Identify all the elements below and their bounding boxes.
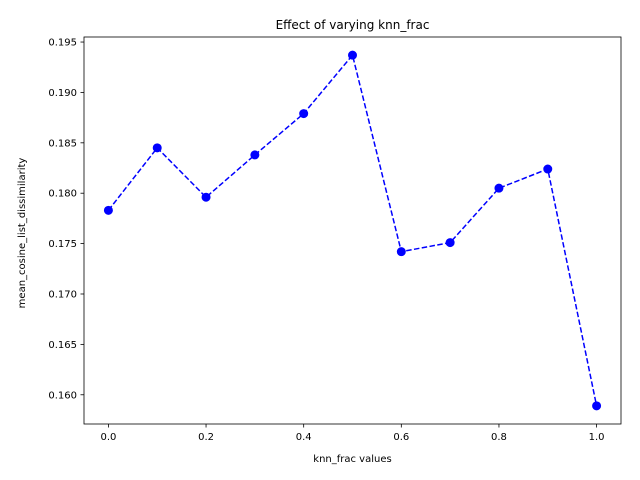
series-line xyxy=(107,53,598,407)
y-axis-label: mean_cosine_list_dissimilarity xyxy=(17,158,28,309)
x-tick-label: 0.2 xyxy=(198,432,214,443)
y-tick-label: 0.180 xyxy=(48,189,77,200)
data-point xyxy=(250,150,260,160)
y-axis: 0.160 0.165 0.170 0.175 0.180 0.185 0.190 0.195 xyxy=(48,38,84,401)
y-tick-label: 0.190 xyxy=(48,88,77,99)
data-point xyxy=(201,192,211,202)
data-point xyxy=(299,109,309,119)
x-tick-label: 0.8 xyxy=(491,432,507,443)
data-point xyxy=(445,238,455,248)
x-axis-label: knn_frac values xyxy=(313,454,391,465)
x-tick-label: 1.0 xyxy=(589,432,605,443)
data-point xyxy=(494,183,504,193)
y-tick-label: 0.165 xyxy=(48,340,77,351)
y-tick-label: 0.175 xyxy=(48,239,77,250)
plot-frame xyxy=(83,36,622,425)
data-point xyxy=(396,247,406,257)
x-tick-label: 0.6 xyxy=(393,432,409,443)
x-tick-label: 0.0 xyxy=(100,432,116,443)
data-point xyxy=(348,50,357,60)
data-point xyxy=(103,205,113,215)
data-point xyxy=(592,401,602,411)
chart-title: Effect of varying knn_frac xyxy=(276,18,430,32)
x-tick-label: 0.4 xyxy=(296,432,312,443)
y-tick-label: 0.185 xyxy=(48,138,77,149)
series-layer xyxy=(103,50,602,411)
data-point xyxy=(543,164,553,174)
x-axis: 0.0 0.2 0.4 0.6 0.8 1.0 xyxy=(100,424,605,443)
y-tick-label: 0.170 xyxy=(48,289,77,300)
y-tick-label: 0.160 xyxy=(48,390,77,401)
data-point xyxy=(152,143,162,153)
plot-area xyxy=(83,36,622,425)
y-tick-label: 0.195 xyxy=(48,38,77,49)
